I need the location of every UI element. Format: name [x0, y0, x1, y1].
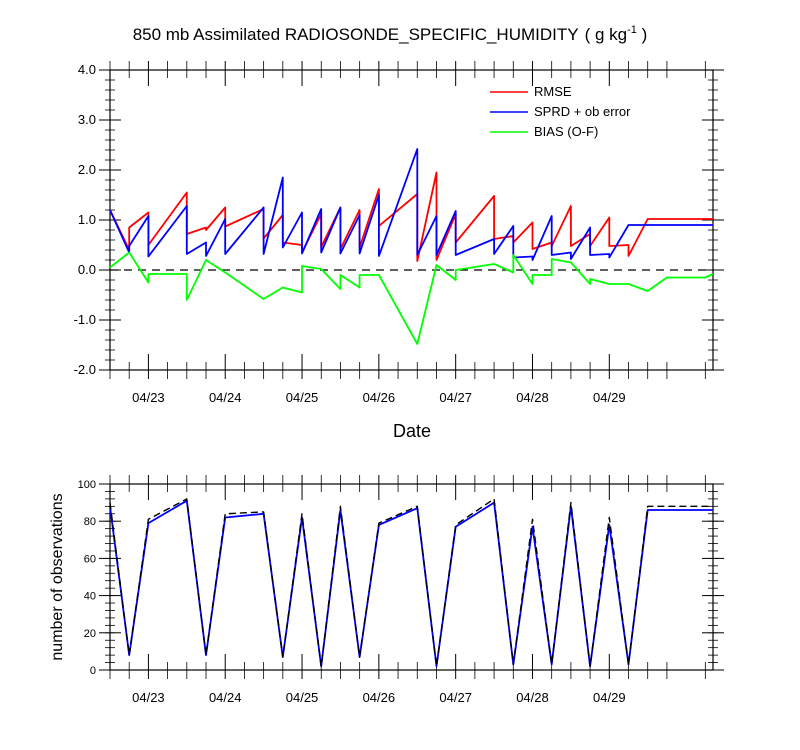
bottom-xtick-label: 04/29 [593, 690, 626, 705]
bottom-ytick-label: 80 [84, 516, 96, 528]
series-possible [109, 498, 713, 667]
top-xtick-label: 04/26 [363, 390, 396, 405]
legend-label-sprd: SPRD + ob error [534, 104, 631, 119]
top-axis-labels: -2.0 -1.0 0.0 1.0 2.0 3.0 4.0 04/23 04/24 04/25 04… [74, 62, 626, 405]
legend-label-rmse: RMSE [534, 84, 572, 99]
top-ytick-label: 2.0 [78, 162, 96, 177]
top-ytick-label: -1.0 [74, 312, 96, 327]
y-axis-title-observations: number of observations [49, 493, 66, 660]
chart-title-text: 850 mb Assimilated RADIOSONDE_SPECIFIC_H… [133, 25, 579, 44]
chart-title-units-close: ) [637, 25, 647, 44]
top-ticks [99, 61, 724, 379]
bottom-ytick-label: 0 [90, 665, 96, 677]
top-ytick-label: 3.0 [78, 112, 96, 127]
series-sprd-ob-error [109, 148, 713, 261]
top-xtick-label: 04/25 [286, 390, 319, 405]
bottom-ytick-label: 60 [84, 553, 96, 565]
chart-title: 850 mb Assimilated RADIOSONDE_SPECIFIC_H… [133, 24, 648, 44]
top-xtick-label: 04/24 [209, 390, 242, 405]
bottom-axis-labels: 0 20 40 60 80 100 04/23 04/24 04/25 04/26 04/27 04/… [78, 479, 626, 705]
top-ytick-label: 0.0 [78, 262, 96, 277]
bottom-series [109, 498, 713, 668]
bottom-ticks [99, 475, 724, 679]
top-ytick-label: -2.0 [74, 362, 96, 377]
bottom-plot-frame [109, 483, 714, 671]
bottom-xtick-label: 04/24 [209, 690, 242, 705]
series-rmse [109, 171, 713, 262]
bottom-ytick-label: 40 [84, 591, 96, 603]
bottom-ytick-label: 20 [84, 628, 96, 640]
bottom-xtick-label: 04/23 [132, 690, 165, 705]
legend-label-bias: BIAS (O-F) [534, 124, 598, 139]
bottom-xtick-label: 04/27 [439, 690, 472, 705]
top-xtick-label: 04/27 [439, 390, 472, 405]
legend: RMSE SPRD + ob error BIAS (O-F) [490, 84, 631, 139]
top-xtick-label: 04/23 [132, 390, 165, 405]
bottom-ytick-label: 100 [78, 479, 96, 491]
top-panel: -2.0 -1.0 0.0 1.0 2.0 3.0 4.0 04/23 04/24 04/25 04… [74, 61, 724, 441]
top-series [109, 148, 714, 345]
series-used [109, 499, 713, 668]
series-bias-o-f [109, 251, 714, 345]
bottom-xtick-label: 04/26 [363, 690, 396, 705]
bottom-xtick-label: 04/25 [286, 690, 319, 705]
top-ytick-label: 4.0 [78, 62, 96, 77]
top-ytick-label: 1.0 [78, 212, 96, 227]
top-xtick-label: 04/29 [593, 390, 626, 405]
chart-title-units: ( g kg [585, 25, 628, 44]
x-axis-title: Date [393, 421, 431, 441]
bottom-xtick-label: 04/28 [516, 690, 549, 705]
top-xtick-label: 04/28 [516, 390, 549, 405]
chart-title-units-exponent: -1 [627, 24, 637, 36]
bottom-panel: 0 20 40 60 80 100 04/23 04/24 04/25 04/26 04/27 04/… [49, 475, 724, 705]
